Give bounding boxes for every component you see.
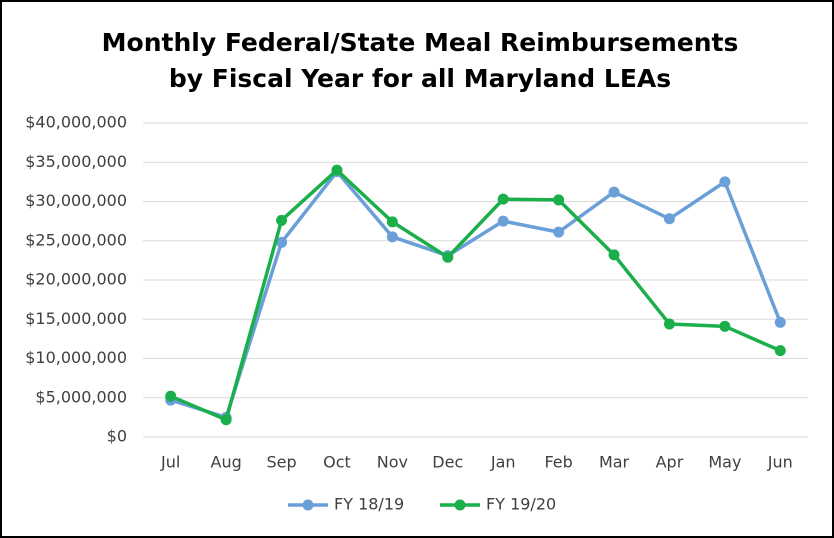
- data-point: [719, 176, 731, 188]
- legend-marker: [302, 499, 314, 511]
- x-tick-label: Sep: [266, 453, 296, 472]
- data-point: [774, 345, 786, 357]
- data-point: [553, 194, 565, 206]
- y-tick-label: $40,000,000: [25, 113, 127, 132]
- data-point: [165, 390, 177, 402]
- x-tick-label: Dec: [432, 453, 463, 472]
- y-tick-label: $35,000,000: [25, 152, 127, 171]
- data-point: [774, 316, 786, 328]
- data-point: [276, 214, 288, 226]
- data-point: [276, 236, 288, 248]
- legend-marker: [454, 499, 466, 511]
- x-tick-label: Nov: [377, 453, 408, 472]
- data-point: [331, 164, 343, 176]
- x-tick-label: May: [708, 453, 741, 472]
- y-tick-label: $10,000,000: [25, 348, 127, 367]
- y-tick-label: $5,000,000: [35, 387, 127, 406]
- data-point: [497, 193, 509, 205]
- data-point: [663, 318, 675, 330]
- data-point: [442, 251, 454, 263]
- y-tick-label: $15,000,000: [25, 309, 127, 328]
- legend-label: FY 18/19: [334, 495, 404, 514]
- data-point: [719, 320, 731, 332]
- data-point: [553, 226, 565, 238]
- data-point: [497, 215, 509, 227]
- x-tick-label: Aug: [211, 453, 242, 472]
- data-point: [663, 213, 675, 225]
- x-tick-label: Jan: [490, 453, 516, 472]
- legend-label: FY 19/20: [486, 495, 556, 514]
- x-tick-label: Jun: [767, 453, 793, 472]
- data-point: [386, 216, 398, 228]
- chart-title: Monthly Federal/State Meal Reimbursement…: [102, 28, 739, 57]
- x-tick-label: Apr: [656, 453, 684, 472]
- chart-title: by Fiscal Year for all Maryland LEAs: [169, 64, 671, 93]
- x-tick-label: Feb: [544, 453, 572, 472]
- data-point: [386, 231, 398, 243]
- y-tick-label: $25,000,000: [25, 230, 127, 249]
- x-tick-label: Jul: [160, 453, 180, 472]
- data-point: [608, 186, 620, 198]
- data-point: [608, 249, 620, 261]
- y-tick-label: $0: [107, 427, 127, 446]
- y-tick-label: $20,000,000: [25, 270, 127, 289]
- series-line: [170, 168, 781, 422]
- y-tick-label: $30,000,000: [25, 191, 127, 210]
- data-point: [220, 414, 232, 426]
- x-tick-label: Oct: [323, 453, 351, 472]
- series-line: [170, 169, 782, 420]
- x-tick-label: Mar: [599, 453, 630, 472]
